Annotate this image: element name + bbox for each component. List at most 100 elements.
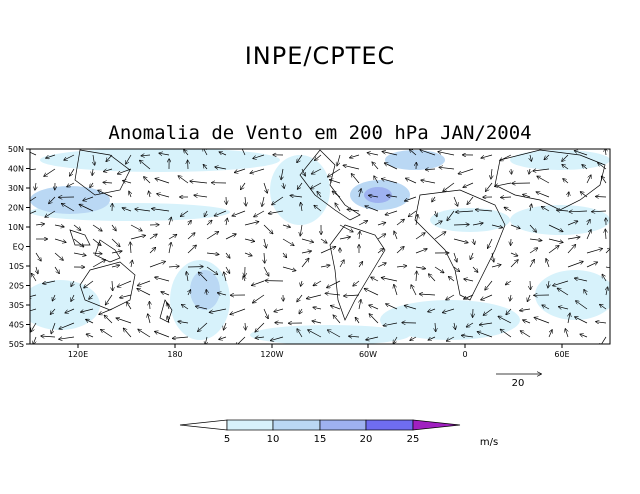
wind-vector xyxy=(325,293,341,295)
lat-tick-label: 10N xyxy=(8,223,24,232)
wind-vector xyxy=(301,251,311,253)
colorbar-unit: m/s xyxy=(480,437,498,448)
wind-vector xyxy=(206,266,218,274)
wind-vector xyxy=(41,336,56,337)
wind-vector xyxy=(203,149,208,156)
wind-vector xyxy=(206,290,207,296)
colorbar-segment xyxy=(272,419,321,431)
wind-vector xyxy=(206,253,219,254)
wind-vector xyxy=(244,253,252,256)
wind-vector xyxy=(315,154,322,160)
wind-vector xyxy=(30,168,37,171)
wind-vector xyxy=(86,334,94,337)
wind-vector xyxy=(123,181,132,183)
wind-vector xyxy=(377,263,386,268)
lon-tick-label: 0 xyxy=(462,350,467,359)
wind-vector xyxy=(476,210,493,211)
wind-vector xyxy=(103,182,113,183)
wind-vector xyxy=(500,154,512,161)
wind-vector xyxy=(600,336,607,344)
wind-vector xyxy=(333,315,341,324)
wind-vector xyxy=(393,336,398,344)
wind-vector xyxy=(446,294,455,300)
lat-tick-label: 30N xyxy=(8,184,24,193)
wind-vector xyxy=(262,196,264,206)
wind-vector xyxy=(546,259,550,268)
longitude-axis: 120E 180 120W 60W 0 60E xyxy=(68,344,570,359)
wind-vector xyxy=(602,275,607,282)
wind-vector xyxy=(548,280,549,288)
wind-vector xyxy=(244,239,254,241)
wind-vector xyxy=(605,266,610,269)
wind-vector xyxy=(219,337,227,339)
wind-vector xyxy=(586,230,591,240)
wind-vector xyxy=(52,294,55,301)
wind-vector xyxy=(557,210,569,211)
wind-vector xyxy=(84,280,94,288)
lat-tick-label: 40S xyxy=(9,321,24,330)
wind-vector xyxy=(253,154,265,159)
wind-vector xyxy=(350,154,360,158)
wind-vector xyxy=(529,239,542,241)
wind-vector xyxy=(168,266,179,267)
wind-vector xyxy=(264,252,265,263)
wind-vector xyxy=(429,274,436,282)
wind-vector xyxy=(438,152,455,156)
wind-vector xyxy=(337,154,341,166)
wind-vector xyxy=(367,153,379,155)
wind-vector xyxy=(344,295,360,296)
wind-vector xyxy=(498,316,512,324)
wind-vector xyxy=(382,179,398,184)
wind-vector xyxy=(501,329,512,338)
wind-vector xyxy=(529,260,534,268)
wind-vector xyxy=(394,231,398,240)
wind-vector xyxy=(129,191,131,198)
wind-vector xyxy=(122,208,132,212)
wind-vector xyxy=(194,195,208,197)
wind-vector xyxy=(383,322,398,326)
wind-vector xyxy=(54,238,66,242)
wind-vector xyxy=(462,335,474,337)
wind-vector xyxy=(542,207,550,212)
wind-vector xyxy=(70,168,75,176)
wind-vector xyxy=(443,182,455,191)
wind-vector xyxy=(506,308,512,315)
wind-vector xyxy=(606,287,608,296)
wind-vector xyxy=(339,260,344,268)
wind-vector xyxy=(130,224,142,231)
colorbar-label: 15 xyxy=(314,434,327,445)
lon-tick-label: 60E xyxy=(554,350,569,359)
wind-vector xyxy=(254,210,265,217)
lat-tick-label: 40N xyxy=(8,165,24,174)
wind-vector xyxy=(563,179,569,184)
wind-vector xyxy=(263,266,269,276)
wind-vector xyxy=(210,308,227,312)
wind-vector xyxy=(255,322,265,332)
wind-vector xyxy=(111,238,120,247)
wind-vector xyxy=(225,234,236,240)
wind-vector xyxy=(447,336,455,341)
wind-vector xyxy=(542,305,550,310)
wind-vector xyxy=(188,290,191,296)
wind-vector xyxy=(65,308,75,313)
wind-vector xyxy=(130,242,131,254)
wind-vector xyxy=(536,192,550,198)
wind-vector xyxy=(138,280,151,286)
wind-vector xyxy=(314,206,322,212)
wind-vector xyxy=(464,294,474,299)
wind-vector xyxy=(116,318,132,324)
wind-vector xyxy=(54,252,63,260)
wind-vector xyxy=(144,177,151,184)
wind-vector xyxy=(218,293,227,295)
wind-vector xyxy=(428,309,436,312)
wind-vector xyxy=(495,182,512,186)
wind-vector xyxy=(263,308,268,319)
wind-vector xyxy=(81,308,94,312)
wind-vector xyxy=(43,280,56,284)
wind-vector xyxy=(99,308,113,314)
wind-vector xyxy=(178,321,189,323)
latitude-axis: 50N 40N 30N 20N 10N EQ 10S 20S 30S 40S 5… xyxy=(8,145,30,349)
wind-vector xyxy=(92,224,102,231)
wind-vector xyxy=(283,252,287,257)
wind-vector xyxy=(377,234,386,240)
